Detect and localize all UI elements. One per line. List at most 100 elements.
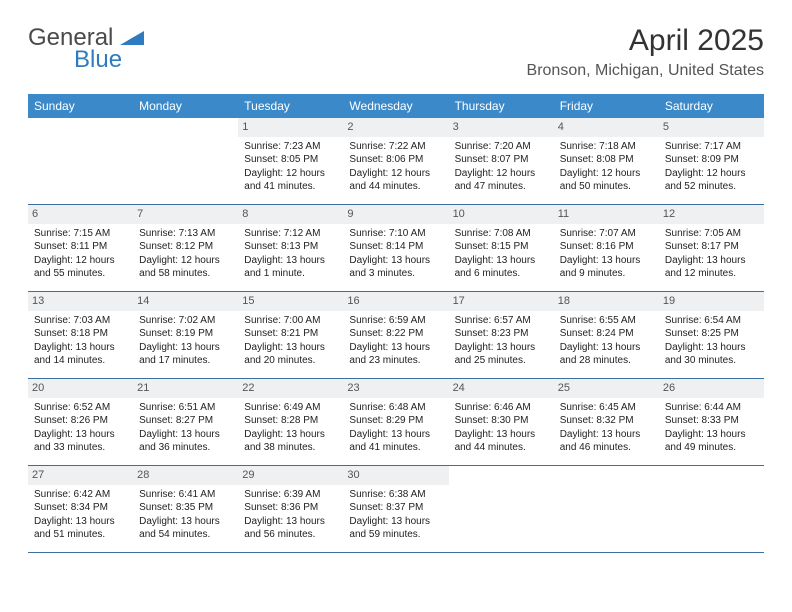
sunset-text: Sunset: 8:18 PM bbox=[34, 327, 127, 341]
logo: General Blue bbox=[28, 24, 144, 74]
day-number: 30 bbox=[343, 466, 448, 485]
daylight1-text: Daylight: 13 hours bbox=[560, 428, 653, 442]
sunset-text: Sunset: 8:06 PM bbox=[349, 153, 442, 167]
day-number: 4 bbox=[554, 118, 659, 137]
sunrise-text: Sunrise: 7:12 AM bbox=[244, 227, 337, 241]
calendar-body: 1Sunrise: 7:23 AMSunset: 8:05 PMDaylight… bbox=[28, 118, 764, 553]
day-number: 6 bbox=[28, 205, 133, 224]
sunset-text: Sunset: 8:32 PM bbox=[560, 414, 653, 428]
calendar-cell: 13Sunrise: 7:03 AMSunset: 8:18 PMDayligh… bbox=[28, 292, 133, 378]
weekday-friday: Friday bbox=[554, 94, 659, 118]
daylight2-text: and 30 minutes. bbox=[665, 354, 758, 368]
calendar-cell: 9Sunrise: 7:10 AMSunset: 8:14 PMDaylight… bbox=[343, 205, 448, 291]
calendar-cell: 3Sunrise: 7:20 AMSunset: 8:07 PMDaylight… bbox=[449, 118, 554, 204]
calendar-row: 27Sunrise: 6:42 AMSunset: 8:34 PMDayligh… bbox=[28, 466, 764, 553]
calendar-cell: 23Sunrise: 6:48 AMSunset: 8:29 PMDayligh… bbox=[343, 379, 448, 465]
day-number: 16 bbox=[343, 292, 448, 311]
daylight1-text: Daylight: 13 hours bbox=[349, 515, 442, 529]
sunrise-text: Sunrise: 6:44 AM bbox=[665, 401, 758, 415]
sunset-text: Sunset: 8:30 PM bbox=[455, 414, 548, 428]
sunrise-text: Sunrise: 6:42 AM bbox=[34, 488, 127, 502]
sunset-text: Sunset: 8:13 PM bbox=[244, 240, 337, 254]
calendar-cell: 22Sunrise: 6:49 AMSunset: 8:28 PMDayligh… bbox=[238, 379, 343, 465]
sunrise-text: Sunrise: 6:57 AM bbox=[455, 314, 548, 328]
daylight2-text: and 59 minutes. bbox=[349, 528, 442, 542]
sunset-text: Sunset: 8:25 PM bbox=[665, 327, 758, 341]
daylight1-text: Daylight: 12 hours bbox=[665, 167, 758, 181]
daylight1-text: Daylight: 13 hours bbox=[665, 341, 758, 355]
logo-text-blue: Blue bbox=[74, 46, 144, 74]
daylight1-text: Daylight: 13 hours bbox=[244, 428, 337, 442]
day-number: 10 bbox=[449, 205, 554, 224]
daylight1-text: Daylight: 13 hours bbox=[139, 428, 232, 442]
daylight1-text: Daylight: 13 hours bbox=[455, 428, 548, 442]
day-number: 7 bbox=[133, 205, 238, 224]
sunset-text: Sunset: 8:14 PM bbox=[349, 240, 442, 254]
day-number: 5 bbox=[659, 118, 764, 137]
daylight1-text: Daylight: 13 hours bbox=[139, 341, 232, 355]
daylight1-text: Daylight: 13 hours bbox=[244, 515, 337, 529]
day-number: 23 bbox=[343, 379, 448, 398]
daylight1-text: Daylight: 13 hours bbox=[349, 341, 442, 355]
logo-triangle-icon bbox=[120, 32, 144, 49]
sunset-text: Sunset: 8:12 PM bbox=[139, 240, 232, 254]
calendar-cell: 21Sunrise: 6:51 AMSunset: 8:27 PMDayligh… bbox=[133, 379, 238, 465]
calendar-cell-empty bbox=[133, 118, 238, 204]
calendar-cell: 17Sunrise: 6:57 AMSunset: 8:23 PMDayligh… bbox=[449, 292, 554, 378]
sunrise-text: Sunrise: 6:55 AM bbox=[560, 314, 653, 328]
daylight2-text: and 58 minutes. bbox=[139, 267, 232, 281]
sunset-text: Sunset: 8:34 PM bbox=[34, 501, 127, 515]
daylight2-text: and 25 minutes. bbox=[455, 354, 548, 368]
calendar-cell: 18Sunrise: 6:55 AMSunset: 8:24 PMDayligh… bbox=[554, 292, 659, 378]
daylight1-text: Daylight: 12 hours bbox=[560, 167, 653, 181]
day-number: 13 bbox=[28, 292, 133, 311]
daylight2-text: and 49 minutes. bbox=[665, 441, 758, 455]
sunrise-text: Sunrise: 7:18 AM bbox=[560, 140, 653, 154]
day-number: 28 bbox=[133, 466, 238, 485]
day-number: 12 bbox=[659, 205, 764, 224]
calendar-cell-empty bbox=[449, 466, 554, 552]
calendar-cell: 7 Sunrise: 7:13 AMSunset: 8:12 PMDaylight… bbox=[133, 205, 238, 291]
weekday-thursday: Thursday bbox=[449, 94, 554, 118]
day-number: 14 bbox=[133, 292, 238, 311]
calendar-row: 13Sunrise: 7:03 AMSunset: 8:18 PMDayligh… bbox=[28, 292, 764, 379]
sunrise-text: Sunrise: 6:46 AM bbox=[455, 401, 548, 415]
calendar-row: 6 Sunrise: 7:15 AMSunset: 8:11 PM Daylight… bbox=[28, 205, 764, 292]
calendar-cell: 16 Sunrise: 6:59 AMSunset: 8:22 PMDayligh… bbox=[343, 292, 448, 378]
daylight1-text: Daylight: 13 hours bbox=[139, 515, 232, 529]
sunset-text: Sunset: 8:17 PM bbox=[665, 240, 758, 254]
calendar-cell: 12Sunrise: 7:05 AMSunset: 8:17 PMDayligh… bbox=[659, 205, 764, 291]
day-number: 24 bbox=[449, 379, 554, 398]
calendar-cell: 15Sunrise: 7:00 AMSunset: 8:21 PMDayligh… bbox=[238, 292, 343, 378]
sunrise-text: Sunrise: 7:00 AM bbox=[244, 314, 337, 328]
daylight2-text: and 44 minutes. bbox=[349, 180, 442, 194]
day-number: 25 bbox=[554, 379, 659, 398]
sunset-text: Sunset: 8:22 PM bbox=[349, 327, 442, 341]
daylight1-text: Daylight: 12 hours bbox=[455, 167, 548, 181]
weekday-tuesday: Tuesday bbox=[238, 94, 343, 118]
sunset-text: Sunset: 8:37 PM bbox=[349, 501, 442, 515]
sunrise-text: Sunrise: 7:13 AM bbox=[139, 227, 232, 241]
daylight2-text: and 23 minutes. bbox=[349, 354, 442, 368]
calendar-cell: 30Sunrise: 6:38 AMSunset: 8:37 PMDayligh… bbox=[343, 466, 448, 552]
daylight1-text: Daylight: 12 hours bbox=[349, 167, 442, 181]
daylight2-text: and 36 minutes. bbox=[139, 441, 232, 455]
daylight2-text: and 41 minutes. bbox=[244, 180, 337, 194]
calendar-cell: 24 Sunrise: 6:46 AMSunset: 8:30 PMDayligh… bbox=[449, 379, 554, 465]
daylight1-text: Daylight: 13 hours bbox=[349, 428, 442, 442]
daylight1-text: Daylight: 12 hours bbox=[139, 254, 232, 268]
daylight1-text: Daylight: 13 hours bbox=[455, 254, 548, 268]
sunset-text: Sunset: 8:11 PM bbox=[34, 240, 127, 254]
daylight2-text: and 20 minutes. bbox=[244, 354, 337, 368]
calendar-row: 20Sunrise: 6:52 AMSunset: 8:26 PMDayligh… bbox=[28, 379, 764, 466]
day-number: 2 bbox=[343, 118, 448, 137]
day-number: 22 bbox=[238, 379, 343, 398]
sunrise-text: Sunrise: 7:15 AM bbox=[34, 227, 127, 241]
day-number: 29 bbox=[238, 466, 343, 485]
daylight1-text: Daylight: 12 hours bbox=[244, 167, 337, 181]
day-number: 11 bbox=[554, 205, 659, 224]
sunrise-text: Sunrise: 6:59 AM bbox=[349, 314, 442, 328]
sunrise-text: Sunrise: 6:45 AM bbox=[560, 401, 653, 415]
calendar-cell: 14Sunrise: 7:02 AMSunset: 8:19 PMDayligh… bbox=[133, 292, 238, 378]
daylight2-text: and 9 minutes. bbox=[560, 267, 653, 281]
